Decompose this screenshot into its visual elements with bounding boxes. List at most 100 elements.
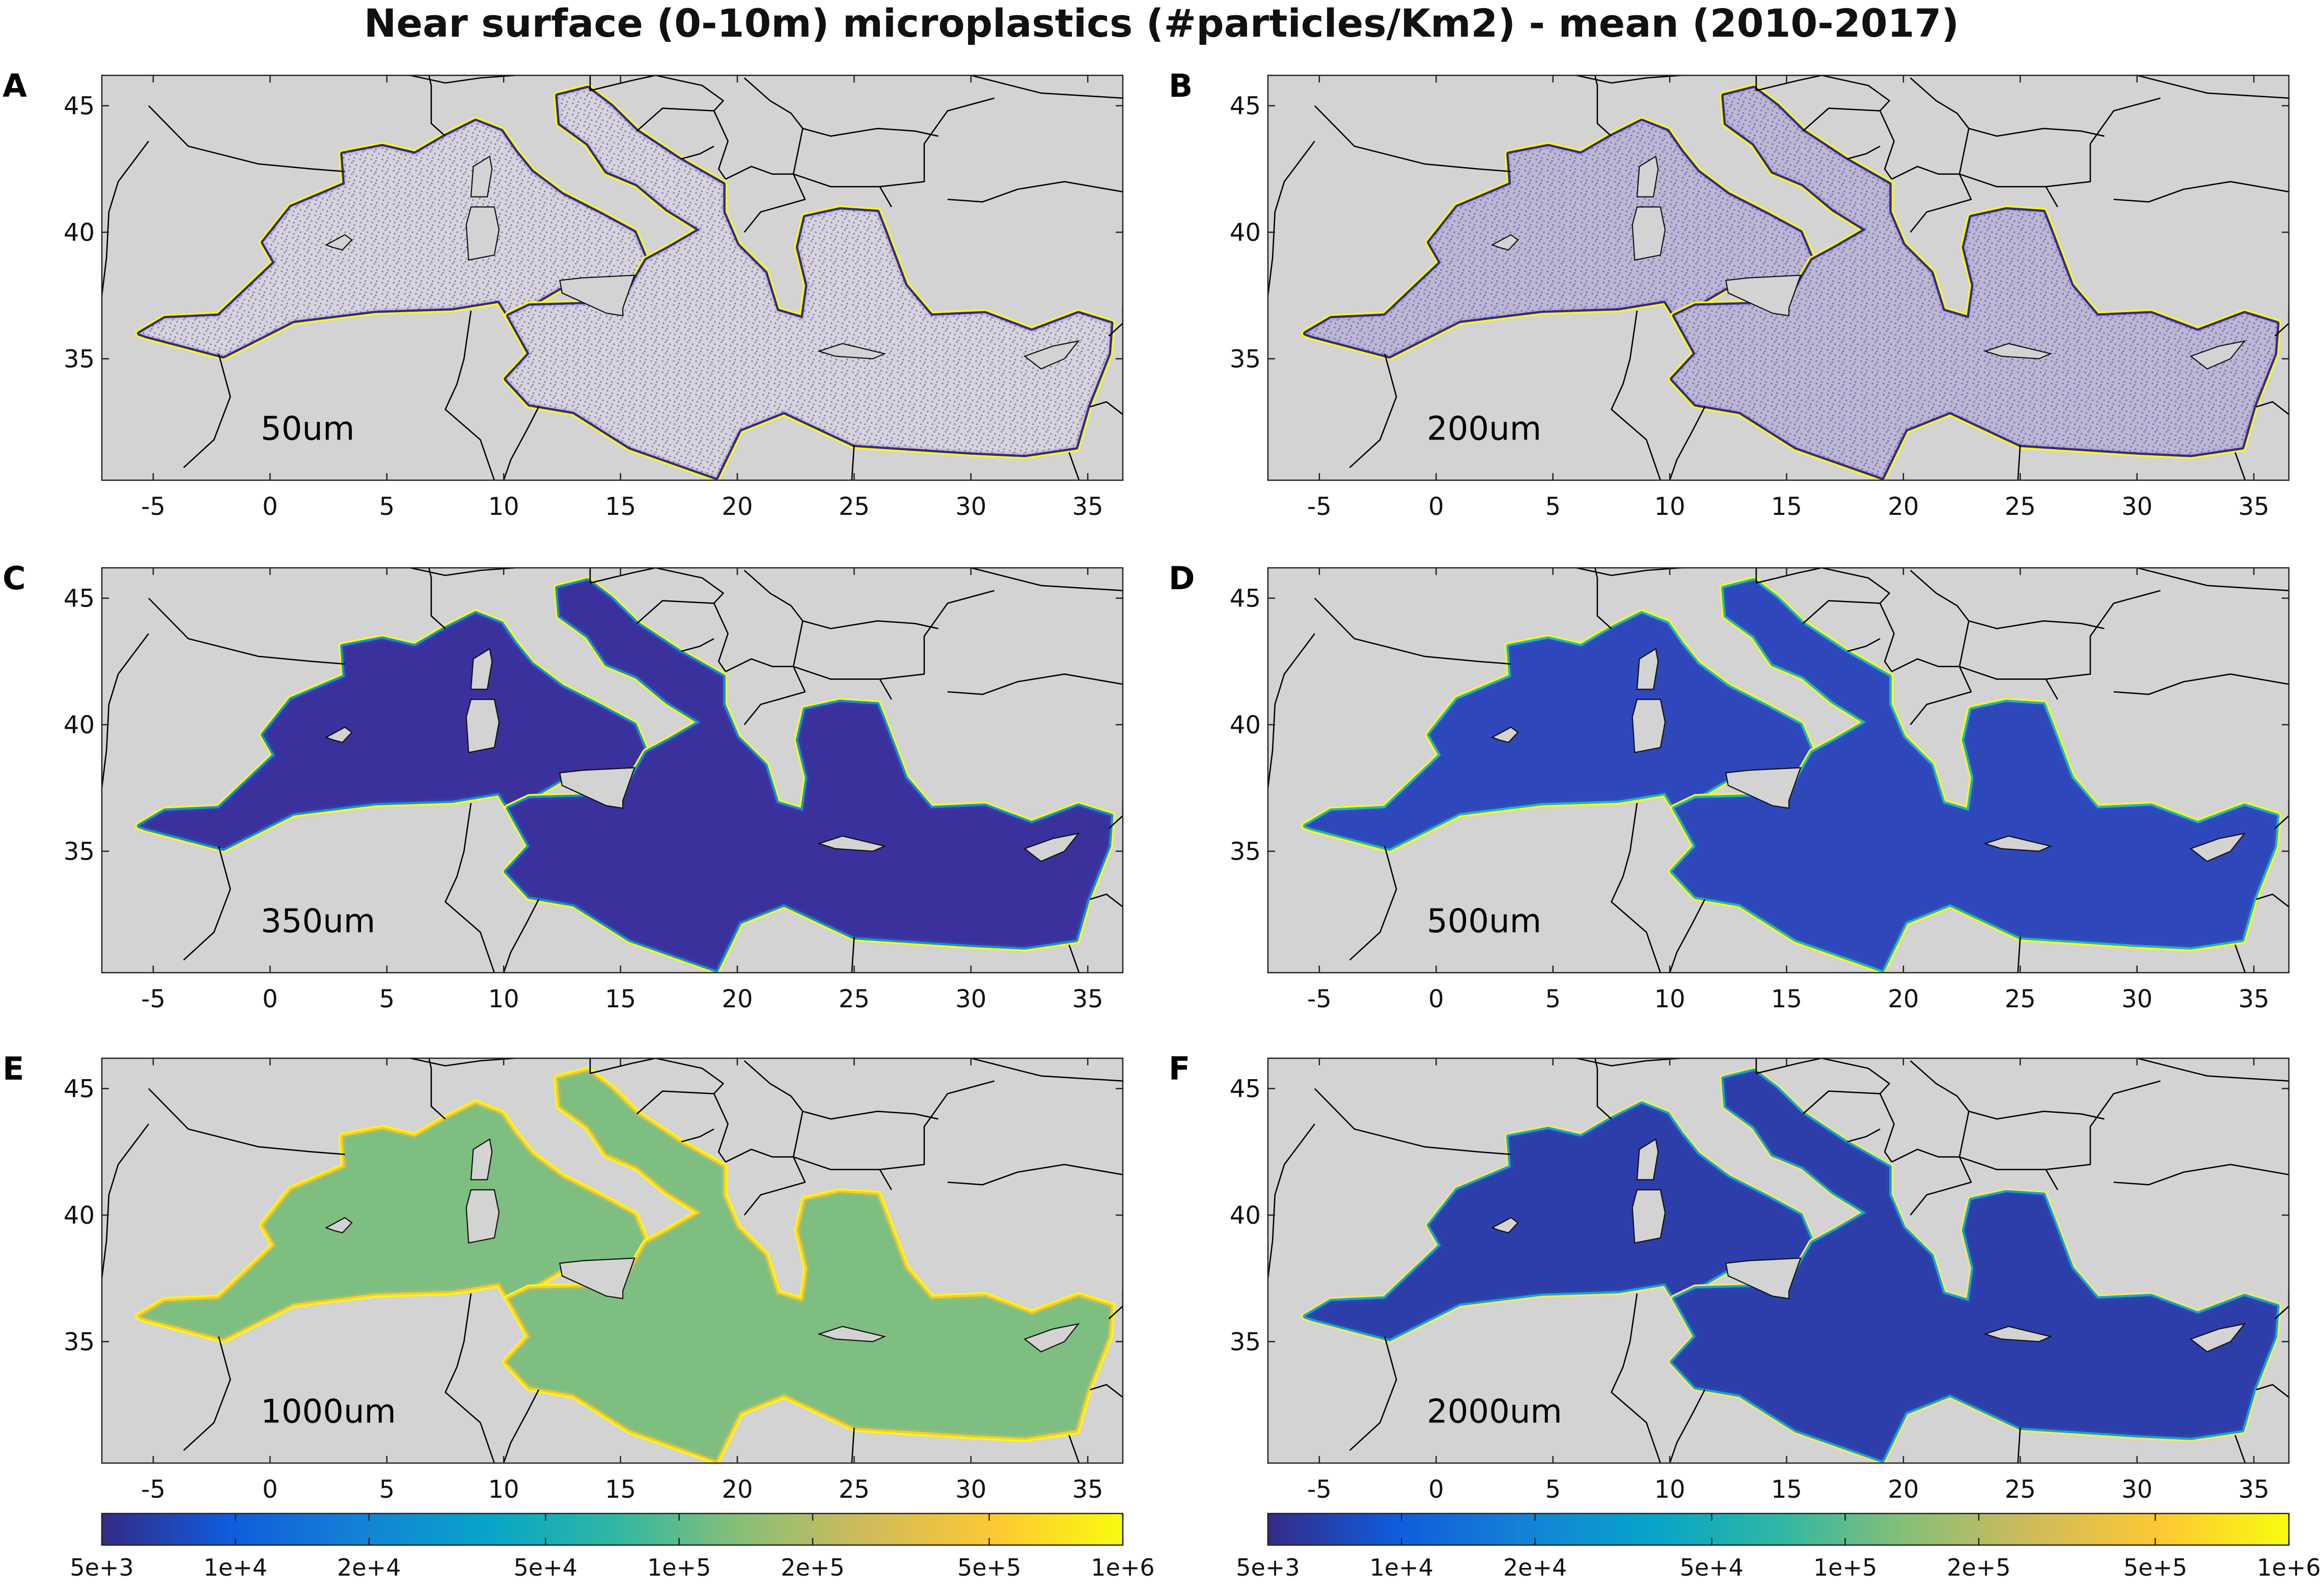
particle-size-label: 2000um [1427, 1393, 1562, 1431]
lat-tick-label: 40 [64, 1201, 95, 1230]
lon-tick-label: 20 [722, 492, 753, 521]
lon-tick-label: 0 [262, 985, 278, 1013]
panel-letter: E [3, 1050, 24, 1087]
lon-tick-label: 15 [1771, 492, 1802, 521]
country-borders [1268, 568, 2289, 973]
lat-tick-label: 35 [1230, 838, 1261, 866]
lon-tick-label: 25 [2005, 985, 2036, 1013]
lon-tick-label: 30 [2121, 985, 2152, 1013]
lon-tick-label: 0 [1428, 1475, 1444, 1504]
lon-tick-label: -5 [141, 985, 165, 1013]
lon-tick-label: 0 [1428, 492, 1444, 521]
lon-tick-label: 15 [1771, 985, 1802, 1013]
colorbar-gradient [101, 1512, 1124, 1546]
lon-tick-label: 0 [262, 492, 278, 521]
axes-frame [101, 1057, 1124, 1464]
panel-letter: F [1169, 1050, 1190, 1087]
lon-tick-label: 35 [1072, 492, 1103, 521]
lon-tick-label: 10 [1654, 985, 1685, 1013]
colorbar-tick-label: 1e+4 [1370, 1554, 1433, 1581]
axes-frame [101, 74, 1124, 481]
colorbar-gradient [1267, 1512, 2290, 1546]
lon-tick-label: 20 [1888, 985, 1919, 1013]
particle-size-label: 500um [1427, 903, 1541, 941]
colorbar-tick-label: 5e+4 [1680, 1554, 1744, 1581]
colorbar-tick-label: 5e+5 [2123, 1554, 2187, 1581]
lon-tick-label: 30 [955, 492, 986, 521]
lon-tick-label: 5 [379, 1475, 395, 1504]
lon-tick-label: 5 [379, 492, 395, 521]
lat-tick-label: 35 [64, 345, 95, 374]
lat-tick-label: 35 [1230, 345, 1261, 374]
colorbar-tick-label: 1e+4 [204, 1554, 267, 1581]
colorbar-tick-label: 1e+5 [647, 1554, 711, 1581]
lon-tick-label: 15 [605, 492, 636, 521]
panel-letter: B [1169, 67, 1193, 104]
map-panel-d: -5 0 5 10 15 20 25 30 35 45 40 35 D 500um [1169, 560, 2290, 1013]
lon-tick-label: 35 [1072, 1475, 1103, 1504]
map-panel-a: -5 0 5 10 15 20 25 30 35 45 40 35 A 50um [3, 67, 1124, 521]
lon-tick-label: -5 [1307, 1475, 1332, 1504]
colorbar-tick-label: 5e+4 [514, 1554, 577, 1581]
sea-concentration-field [135, 1066, 1116, 1463]
sea-concentration-field [135, 84, 1116, 480]
figure-title: Near surface (0-10m) microplastics (#par… [364, 1, 1959, 46]
sea-concentration-field [1301, 576, 2282, 973]
sea-concentration-field [135, 576, 1116, 973]
panel-letter: A [3, 67, 27, 104]
lon-tick-label: 15 [1771, 1475, 1802, 1504]
lon-tick-label: 20 [722, 985, 753, 1013]
lat-tick-label: 40 [1230, 1201, 1261, 1230]
country-borders [102, 1058, 1123, 1463]
axes-frame [1267, 1057, 2290, 1464]
lon-tick-label: 25 [839, 1475, 870, 1504]
particle-size-label: 200um [1427, 410, 1541, 448]
colorbar-tick-label: 1e+6 [1091, 1554, 1154, 1581]
lon-tick-label: 10 [488, 1475, 519, 1504]
country-borders [102, 75, 1123, 480]
lat-tick-label: 40 [64, 218, 95, 247]
lon-tick-label: -5 [141, 492, 165, 521]
lon-tick-label: 30 [955, 985, 986, 1013]
axes-frame [101, 567, 1124, 974]
colorbar-tick-label: 5e+3 [1236, 1554, 1299, 1581]
lon-tick-label: 10 [1654, 1475, 1685, 1504]
lat-tick-label: 40 [1230, 711, 1261, 739]
lat-tick-label: 45 [64, 92, 95, 121]
map-panel-c: -5 0 5 10 15 20 25 30 35 45 40 35 C 350um [3, 560, 1124, 1013]
colorbar-tick-label: 2e+4 [1503, 1554, 1567, 1581]
lon-tick-label: 20 [1888, 1475, 1919, 1504]
map-panel-f: -5 0 5 10 15 20 25 30 35 45 40 35 F 2000um [1169, 1050, 2290, 1504]
lon-tick-label: 5 [1545, 985, 1561, 1013]
lon-tick-label: 30 [955, 1475, 986, 1504]
lon-tick-label: 35 [2238, 492, 2270, 521]
lon-tick-label: -5 [1307, 985, 1332, 1013]
country-borders [102, 568, 1123, 973]
colorbar-tick-label: 2e+5 [1947, 1554, 2010, 1581]
lon-tick-label: 20 [1888, 492, 1919, 521]
lat-tick-label: 45 [1230, 585, 1261, 613]
lon-tick-label: 25 [839, 492, 870, 521]
map-panel-b: -5 0 5 10 15 20 25 30 35 45 40 35 B 200um [1169, 67, 2290, 521]
lon-tick-label: 30 [2121, 492, 2152, 521]
lon-tick-label: -5 [141, 1475, 165, 1504]
lat-tick-label: 40 [64, 711, 95, 739]
lon-tick-label: 10 [488, 492, 519, 521]
lon-tick-label: 0 [1428, 985, 1444, 1013]
lon-tick-label: 10 [488, 985, 519, 1013]
lon-tick-label: 15 [605, 1475, 636, 1504]
lat-tick-label: 45 [64, 585, 95, 613]
sea-concentration-field [1301, 84, 2282, 480]
particle-size-label: 50um [261, 410, 354, 448]
lon-tick-label: 5 [379, 985, 395, 1013]
lat-tick-label: 35 [64, 1328, 95, 1357]
lon-tick-label: 25 [839, 985, 870, 1013]
particle-size-label: 1000um [261, 1393, 396, 1431]
lat-tick-label: 45 [64, 1075, 95, 1104]
colorbar-tick-label: 5e+3 [70, 1554, 133, 1581]
axes-frame [1267, 567, 2290, 974]
sea-concentration-field [1301, 1066, 2282, 1463]
lat-tick-label: 35 [64, 838, 95, 866]
panel-letter: D [1169, 560, 1195, 597]
